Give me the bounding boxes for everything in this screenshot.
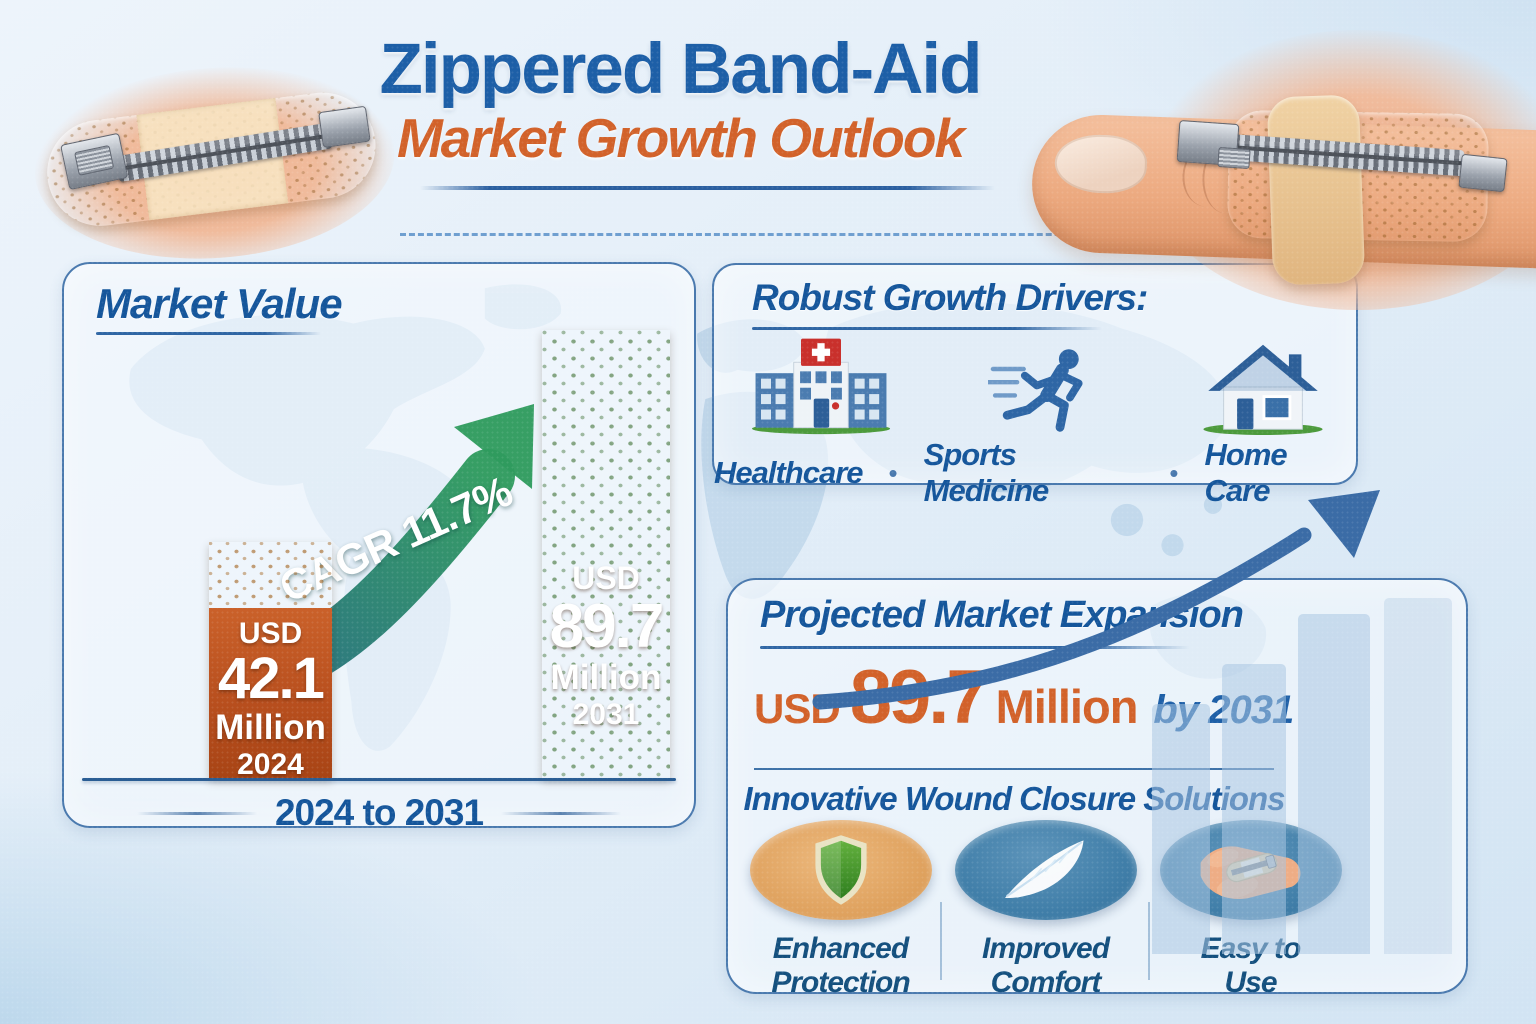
chart-baseline bbox=[82, 778, 676, 781]
zipper-stop-icon bbox=[318, 105, 371, 149]
bar-2031-body bbox=[542, 330, 670, 778]
bar-2024-currency: USD bbox=[238, 617, 303, 650]
bar-2024-year: 2024 bbox=[237, 747, 304, 781]
feature-label: Enhanced Protection bbox=[771, 932, 910, 999]
market-value-title: Market Value bbox=[96, 280, 343, 327]
bar-2031-value: 89.7 bbox=[549, 592, 665, 662]
background-bar bbox=[1222, 664, 1286, 954]
timeline-dash-right bbox=[501, 811, 622, 815]
growth-drivers-panel: Robust Growth Drivers: bbox=[712, 263, 1358, 508]
page-title: Zippered Band-Aid bbox=[379, 30, 982, 109]
feature-label-line2: Protection bbox=[771, 965, 910, 999]
bar-2031-year: 2031 bbox=[572, 698, 640, 732]
feature-divider bbox=[1148, 902, 1150, 980]
hospital-icon bbox=[751, 338, 891, 435]
finger-zipper-stop-icon bbox=[1458, 153, 1508, 193]
finger-bandaid-image bbox=[1018, 30, 1536, 310]
background-bar bbox=[1298, 614, 1370, 954]
zipper-bandaid-image bbox=[17, 35, 411, 273]
growth-drivers-title: Robust Growth Drivers: bbox=[752, 277, 1148, 318]
comfort-oval bbox=[954, 820, 1137, 920]
dashed-divider bbox=[400, 233, 1536, 236]
bar-2024: USD 42.1 Million 2024 bbox=[209, 542, 332, 780]
driver-separator-dot: • bbox=[1169, 457, 1179, 488]
bar-2031-label: USD 89.7 Million 2031 bbox=[542, 560, 670, 732]
title-underline bbox=[420, 186, 995, 190]
timeline-label: 2024 to 2031 bbox=[274, 792, 484, 833]
timeline-dash-left bbox=[136, 811, 257, 815]
bar-2024-body bbox=[209, 608, 332, 778]
page-subtitle: Market Growth Outlook bbox=[396, 107, 965, 170]
headline-underline bbox=[754, 768, 1274, 770]
feature-improved-comfort: Improved Comfort bbox=[943, 820, 1148, 999]
bar-2031: USD 89.7 Million 2031 bbox=[542, 330, 670, 778]
bar-2031-currency: USD bbox=[572, 560, 640, 596]
expansion-underline bbox=[760, 646, 1190, 649]
feather-icon bbox=[1004, 840, 1084, 899]
bandaid-oval bbox=[749, 820, 932, 920]
driver-label-sports-medicine: Sports Medicine bbox=[923, 437, 1050, 508]
feature-label-line1: Enhanced bbox=[772, 932, 909, 965]
bar-2024-value: 42.1 bbox=[218, 646, 325, 712]
feature-divider bbox=[940, 902, 942, 980]
driver-label-healthcare: Healthcare bbox=[714, 455, 864, 490]
feature-label-line2: Use bbox=[1224, 965, 1277, 999]
bar-2031-unit: Million bbox=[550, 657, 662, 697]
feature-label: Improved Comfort bbox=[981, 932, 1110, 999]
driver-separator-dot: • bbox=[888, 457, 898, 488]
finger-bandaid-wrap bbox=[1266, 94, 1366, 286]
fingernail bbox=[1053, 133, 1148, 195]
shield-icon bbox=[814, 835, 867, 905]
feature-label-line2: Comfort bbox=[990, 965, 1102, 999]
feature-enhanced-protection: Enhanced Protection bbox=[738, 820, 943, 999]
market-value-underline bbox=[96, 332, 321, 335]
feature-label-line1: Improved bbox=[981, 932, 1110, 965]
drivers-icons-row bbox=[742, 335, 1328, 435]
bar-2024-pad bbox=[209, 542, 332, 608]
background-bar bbox=[1152, 704, 1210, 954]
driver-label-home-care: Home Care bbox=[1204, 437, 1288, 508]
headline-unit: Million bbox=[995, 680, 1139, 733]
finger-zipper-pull-icon bbox=[1217, 146, 1251, 170]
page-title-block: Zippered Band-Aid Market Growth Outlook bbox=[340, 30, 1020, 170]
house-icon bbox=[1203, 344, 1323, 435]
growth-drivers-underline bbox=[752, 327, 1102, 330]
bar-2024-label: USD 42.1 Million 2024 bbox=[209, 618, 332, 780]
bar-2024-unit: Million bbox=[215, 707, 326, 747]
background-bar bbox=[1384, 598, 1452, 954]
growth-arrow-icon bbox=[812, 490, 1380, 710]
timeline-row: 2024 to 2031 bbox=[64, 792, 694, 834]
background-bars bbox=[1152, 598, 1452, 954]
runner-icon bbox=[988, 349, 1083, 432]
market-value-panel: Market Value CAGR 11.7% USD 42.1 Million… bbox=[62, 262, 696, 833]
drivers-labels-row: Healthcare • Sports Medicine • Home Care bbox=[714, 437, 1356, 509]
